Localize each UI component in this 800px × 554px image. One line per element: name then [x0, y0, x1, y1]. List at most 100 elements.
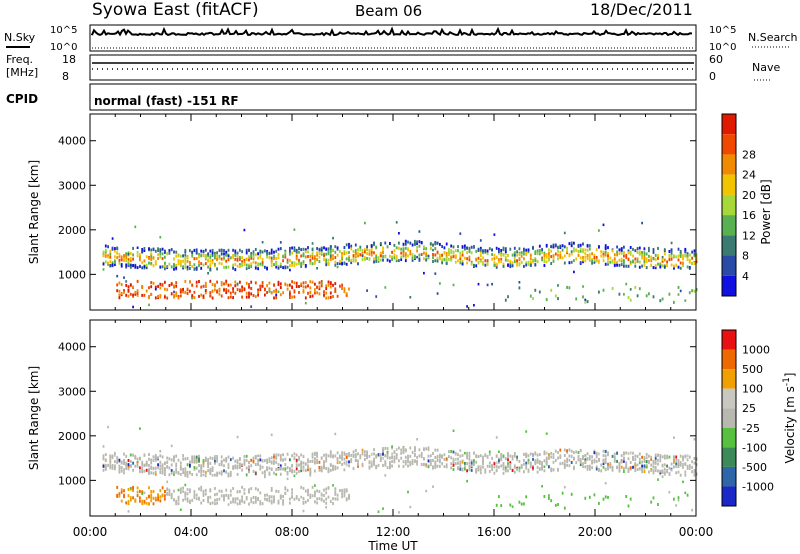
- echo-cell: [634, 466, 637, 470]
- echo-cell: [498, 460, 500, 464]
- nsky-tick-bottom: 10^0: [50, 42, 77, 53]
- echo-cell: [661, 259, 664, 263]
- echo-cell: [454, 260, 457, 264]
- echo-cell: [377, 256, 380, 260]
- echo-cell: [154, 472, 157, 476]
- echo-cell: [307, 493, 309, 497]
- echo-cell: [302, 501, 305, 505]
- echo-cell: [279, 464, 282, 468]
- echo-cell: [209, 253, 212, 257]
- echo-cell: [509, 261, 512, 265]
- echo-cell: [141, 286, 144, 290]
- echo-cell: [575, 461, 578, 465]
- echo-cell: [334, 492, 337, 496]
- echo-cell: [534, 451, 537, 455]
- echo-cell: [289, 458, 291, 462]
- echo-cell: [354, 249, 357, 253]
- echo-cell: [548, 496, 550, 500]
- echo-cell: [232, 263, 234, 267]
- echo-cell: [507, 259, 509, 262]
- echo-cell: [309, 470, 312, 474]
- echo-cell: [270, 468, 273, 471]
- echo-cell: [473, 462, 475, 466]
- echo-cell: [348, 245, 350, 249]
- echo-cell: [495, 263, 498, 267]
- echo-cell: [352, 254, 355, 258]
- echo-cell: [170, 458, 173, 462]
- echo-cell: [400, 255, 403, 259]
- echo-cell: [402, 460, 405, 464]
- echo-cell: [125, 463, 128, 467]
- echo-cell: [416, 459, 418, 463]
- echo-cell: [254, 253, 257, 257]
- echo-cell: [382, 450, 384, 454]
- echo-cell: [588, 495, 591, 499]
- echo-cell: [568, 254, 571, 258]
- echo-cell: [341, 451, 343, 455]
- echo-cell: [207, 462, 209, 466]
- echo-cell: [329, 291, 332, 295]
- echo-cell: [643, 263, 646, 267]
- echo-cell: [289, 259, 291, 262]
- echo-cell: [275, 489, 278, 493]
- echo-cell: [139, 264, 141, 268]
- echo-cell: [325, 260, 328, 264]
- echo-cell: [482, 465, 484, 469]
- echo-cell: [204, 256, 207, 260]
- echo-cell: [111, 263, 114, 267]
- echo-cell: [443, 465, 446, 469]
- echo-cell: [345, 251, 348, 255]
- echo-cell: [202, 249, 205, 253]
- echo-cell: [227, 283, 230, 287]
- echo-cell: [136, 254, 139, 258]
- echo-cell: [173, 294, 175, 297]
- y-tick-label: 4000: [58, 341, 86, 354]
- echo-cell: [198, 459, 200, 463]
- echo-cell: [382, 258, 384, 262]
- echo-cell: [382, 251, 384, 255]
- echo-cell: [616, 260, 618, 264]
- echo-cell: [220, 472, 223, 476]
- echo-cell: [134, 292, 137, 296]
- echo-cell: [679, 289, 682, 293]
- echo-cell: [177, 259, 180, 263]
- echo-cell: [314, 469, 316, 473]
- echo-cell: [448, 250, 450, 254]
- echo-cell: [104, 466, 107, 470]
- echo-cell: [673, 300, 675, 304]
- echo-cell: [145, 463, 148, 467]
- echo-cell: [357, 459, 359, 463]
- echo-cell: [504, 469, 507, 473]
- echo-cell: [293, 263, 296, 267]
- colorbar-tick-label: 24: [742, 169, 756, 182]
- echo-cell: [504, 252, 507, 256]
- echo-cell: [507, 455, 509, 459]
- echo-cell: [127, 494, 130, 498]
- echo-cell: [498, 495, 500, 499]
- echo-cell: [250, 287, 253, 291]
- echo-cell: [454, 249, 457, 253]
- echo-cell: [334, 263, 337, 267]
- echo-cell: [518, 253, 521, 257]
- echo-cell: [548, 252, 550, 256]
- echo-cell: [114, 460, 116, 464]
- echo-cell: [159, 265, 162, 269]
- echo-cell: [675, 462, 678, 466]
- echo-cell: [452, 457, 455, 461]
- echo-cell: [257, 497, 259, 500]
- echo-cell: [129, 251, 132, 255]
- echo-cell: [509, 461, 512, 465]
- echo-cell: [277, 490, 280, 493]
- echo-cell: [239, 499, 241, 503]
- echo-cell: [386, 453, 389, 457]
- echo-cell: [102, 445, 105, 448]
- echo-cell: [629, 246, 632, 249]
- echo-cell: [695, 463, 698, 467]
- echo-cell: [625, 282, 628, 286]
- echo-cell: [220, 283, 223, 287]
- echo-cell: [468, 258, 471, 262]
- echo-cell: [439, 458, 441, 462]
- echo-cell: [139, 499, 141, 503]
- echo-cell: [668, 255, 671, 259]
- echo-cell: [275, 265, 278, 269]
